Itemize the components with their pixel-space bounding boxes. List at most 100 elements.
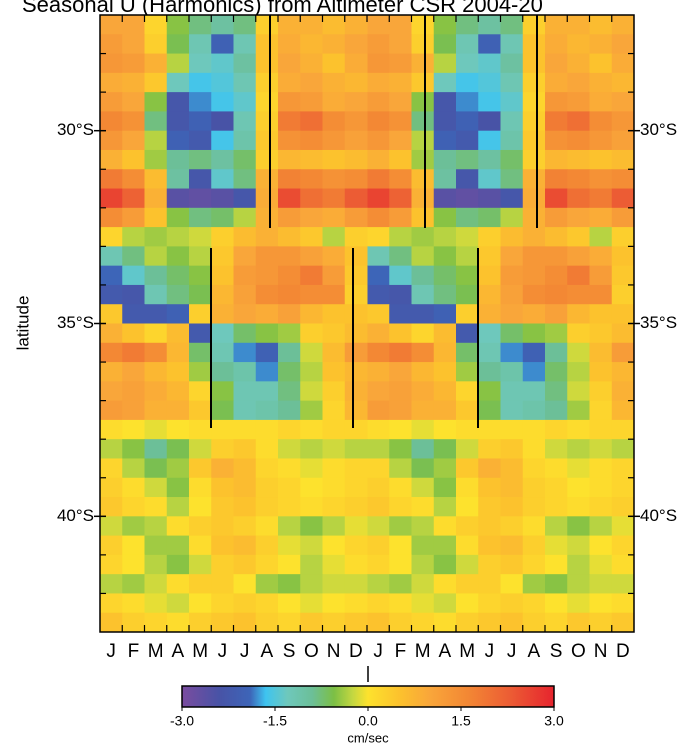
cell <box>233 227 257 247</box>
cell <box>322 362 346 382</box>
heatmap <box>100 15 635 633</box>
cell <box>589 227 613 247</box>
cell <box>589 111 613 132</box>
cell <box>344 400 368 421</box>
cell <box>545 593 568 614</box>
cell <box>300 419 323 440</box>
cell <box>367 53 390 74</box>
cell <box>100 169 123 190</box>
cell <box>255 477 279 498</box>
cell <box>100 381 123 402</box>
cell <box>389 477 412 498</box>
colorbar-tick-label: 3.0 <box>544 713 564 729</box>
cell <box>278 535 301 556</box>
cell <box>567 342 590 363</box>
cell <box>456 265 479 286</box>
cell <box>144 227 168 247</box>
cell <box>611 92 635 112</box>
cell <box>500 72 524 93</box>
cell <box>500 92 524 112</box>
cell <box>344 53 368 74</box>
cell <box>278 593 301 614</box>
cell <box>456 323 479 344</box>
cell <box>278 34 301 55</box>
cell <box>122 149 145 170</box>
cell <box>255 246 279 267</box>
cell <box>322 169 346 190</box>
cell <box>255 284 279 305</box>
cell <box>344 72 368 93</box>
x-tick-label: J <box>218 641 228 662</box>
cell <box>278 149 301 170</box>
cell <box>122 169 145 190</box>
cell <box>589 593 613 614</box>
cell <box>344 111 368 132</box>
cell <box>433 227 457 247</box>
cell <box>367 130 390 151</box>
cell <box>478 574 501 594</box>
cell <box>122 53 145 74</box>
cell <box>389 15 412 35</box>
cell <box>611 477 635 498</box>
cell <box>411 53 435 74</box>
cell <box>367 574 390 594</box>
cell <box>411 304 435 324</box>
cell <box>389 207 412 228</box>
cell <box>589 149 613 170</box>
x-tick-label: D <box>616 641 630 662</box>
cell <box>255 265 279 286</box>
cell <box>456 362 479 382</box>
cell <box>367 419 390 440</box>
cell <box>322 574 346 594</box>
cell <box>500 149 524 170</box>
cell <box>122 593 145 614</box>
cell <box>389 149 412 170</box>
cell <box>411 477 435 498</box>
cell <box>189 323 212 344</box>
cell <box>522 439 546 459</box>
cell <box>478 323 501 344</box>
cell <box>567 419 590 440</box>
cell <box>255 304 279 324</box>
cell <box>522 207 546 228</box>
cell <box>389 381 412 402</box>
cell <box>567 574 590 594</box>
cell <box>589 53 613 74</box>
cell <box>233 169 257 190</box>
cell <box>255 111 279 132</box>
cell <box>211 574 234 594</box>
cell <box>166 593 190 614</box>
cell <box>456 458 479 479</box>
cell <box>166 554 190 575</box>
cell <box>122 111 145 132</box>
cell <box>122 419 145 440</box>
cell <box>411 593 435 614</box>
cell <box>456 207 479 228</box>
cell <box>367 111 390 132</box>
cell <box>545 554 568 575</box>
cell <box>144 15 168 35</box>
cell <box>100 304 123 324</box>
cell <box>456 554 479 575</box>
cell <box>500 381 524 402</box>
x-tick-label: A <box>261 641 274 662</box>
cell <box>456 593 479 614</box>
cell <box>433 516 457 537</box>
cell <box>545 111 568 132</box>
cell <box>189 342 212 363</box>
cell <box>389 111 412 132</box>
cell <box>100 342 123 363</box>
cell <box>122 458 145 479</box>
cell <box>545 497 568 517</box>
cell <box>255 15 279 35</box>
cell <box>100 554 123 575</box>
cell <box>233 612 257 633</box>
cell <box>100 265 123 286</box>
cell <box>122 284 145 305</box>
cell <box>278 477 301 498</box>
cell <box>433 53 457 74</box>
cell <box>233 554 257 575</box>
cell <box>522 497 546 517</box>
cell <box>122 15 145 35</box>
cell <box>367 593 390 614</box>
